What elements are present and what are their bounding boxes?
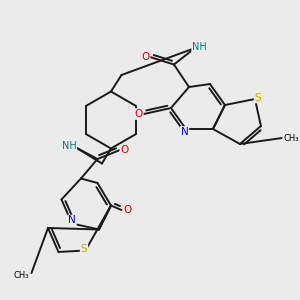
- Text: O: O: [123, 205, 132, 215]
- Text: CH₃: CH₃: [13, 272, 29, 280]
- Text: O: O: [120, 145, 129, 155]
- Text: CH₃: CH₃: [283, 134, 299, 142]
- Text: NH: NH: [61, 140, 76, 151]
- Text: O: O: [141, 52, 150, 62]
- Text: S: S: [81, 244, 87, 254]
- Text: S: S: [255, 92, 261, 103]
- Text: N: N: [181, 127, 188, 137]
- Text: O: O: [134, 109, 143, 119]
- Text: NH: NH: [192, 41, 207, 52]
- Text: N: N: [68, 215, 76, 226]
